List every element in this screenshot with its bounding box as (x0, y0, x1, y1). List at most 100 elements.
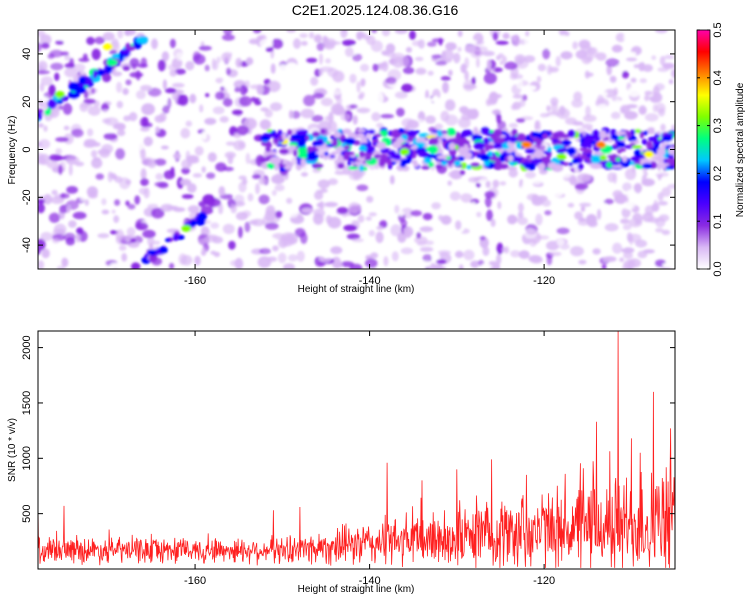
heatmap-cell (580, 44, 592, 54)
heatmap-cell (656, 147, 666, 157)
heatmap-cell (373, 133, 383, 137)
heatmap-cell (531, 177, 543, 185)
snr-ytick-label: 1500 (21, 391, 33, 415)
heatmap-cell (405, 46, 413, 53)
heatmap-cell (317, 179, 330, 189)
heatmap-cell (483, 159, 490, 167)
heatmap-cell (334, 174, 341, 179)
heatmap-cell (633, 183, 643, 194)
heatmap-cell (591, 92, 596, 98)
heatmap-cell (311, 115, 324, 122)
heatmap-cell (56, 265, 65, 269)
heatmap-cell (596, 103, 609, 116)
heatmap-cell (465, 165, 473, 170)
heatmap-cell (69, 57, 74, 68)
heatmap-cell (437, 250, 451, 255)
heatmap-cell (352, 53, 363, 62)
heatmap-cell (169, 38, 176, 49)
heatmap-cell (192, 51, 201, 61)
heatmap-cell (559, 90, 570, 95)
heatmap-cell (474, 46, 488, 52)
heatmap-cell (259, 38, 274, 49)
heatmap-cell (319, 200, 325, 211)
heatmap-cell (320, 97, 333, 107)
heatmap-cell (518, 250, 530, 259)
heatmap-cell (114, 176, 123, 183)
heatmap-cell (300, 158, 306, 167)
heatmap-cell (41, 248, 50, 259)
heatmap-cell (55, 148, 63, 155)
heatmap-cell (38, 203, 45, 214)
heatmap-cell (137, 63, 148, 68)
heatmap-cell (122, 65, 131, 71)
heatmap-cell (603, 256, 617, 263)
heatmap-cell (259, 97, 267, 103)
heatmap-cell (592, 129, 600, 137)
heatmap-cell (288, 110, 294, 119)
heatmap-cell (583, 133, 595, 143)
heatmap-cell (486, 59, 492, 71)
heatmap-cell (88, 192, 98, 199)
snr-ylabel: SNR (10 * v/v) (7, 418, 18, 482)
heatmap-cell (482, 246, 490, 256)
heatmap-cell (201, 130, 207, 140)
heatmap-cell (641, 187, 648, 198)
heatmap-cell (47, 99, 57, 109)
heatmap-cell (53, 156, 66, 161)
heatmap-cell (329, 89, 342, 96)
heatmap-cell (201, 251, 206, 256)
heatmap-cell (484, 191, 496, 198)
heatmap-cell (281, 132, 287, 141)
heatmap-cell (508, 168, 518, 178)
heatmap-cell (381, 30, 391, 37)
heatmap-cell (582, 140, 589, 149)
heatmap-cell (136, 36, 148, 44)
heatmap-cell (644, 205, 655, 216)
heatmap-cell (610, 162, 621, 166)
heatmap-cell (476, 76, 481, 83)
heatmap-cell (135, 90, 146, 100)
heatmap-cell (644, 94, 650, 102)
heatmap-cell (78, 76, 87, 85)
heatmap-cell (144, 198, 154, 204)
heatmap-cell (583, 148, 593, 155)
heatmap-cell (496, 253, 502, 265)
heatmap-cell (391, 251, 399, 262)
heatmap-cell (215, 162, 227, 172)
heatmap-cell (496, 242, 504, 255)
heatmap-ytick-label: 40 (21, 48, 33, 60)
heatmap-cell (147, 249, 157, 255)
heatmap-cell (109, 49, 118, 55)
heatmap-cell (200, 226, 210, 235)
heatmap-cell (279, 139, 285, 143)
heatmap-cell (651, 55, 657, 60)
heatmap-cell (639, 130, 645, 139)
heatmap-cell (359, 145, 367, 152)
heatmap-cell (623, 251, 633, 259)
heatmap-cell (301, 188, 310, 193)
heatmap-cell (118, 245, 127, 251)
heatmap-cell (613, 87, 618, 96)
heatmap-cell (546, 240, 560, 251)
heatmap-cell (320, 128, 327, 135)
heatmap-cell (330, 246, 343, 255)
heatmap-cell (542, 133, 549, 140)
heatmap-cell (459, 162, 467, 169)
heatmap-cell (371, 30, 377, 34)
heatmap-cell (38, 248, 41, 255)
heatmap-cell (464, 146, 470, 153)
heatmap-cell (221, 34, 235, 41)
heatmap-cell (87, 128, 94, 137)
heatmap-cell (376, 225, 384, 230)
heatmap-cell (623, 202, 635, 210)
heatmap-plot-area (38, 30, 675, 269)
heatmap-cell (374, 92, 384, 104)
heatmap-cell (334, 131, 342, 138)
heatmap-cell (648, 168, 655, 174)
heatmap-cell (665, 165, 675, 170)
heatmap-cell (204, 117, 217, 125)
heatmap-cell (547, 162, 557, 170)
heatmap-cell (368, 83, 375, 94)
heatmap-cell (52, 237, 60, 244)
heatmap-cell (551, 139, 559, 143)
